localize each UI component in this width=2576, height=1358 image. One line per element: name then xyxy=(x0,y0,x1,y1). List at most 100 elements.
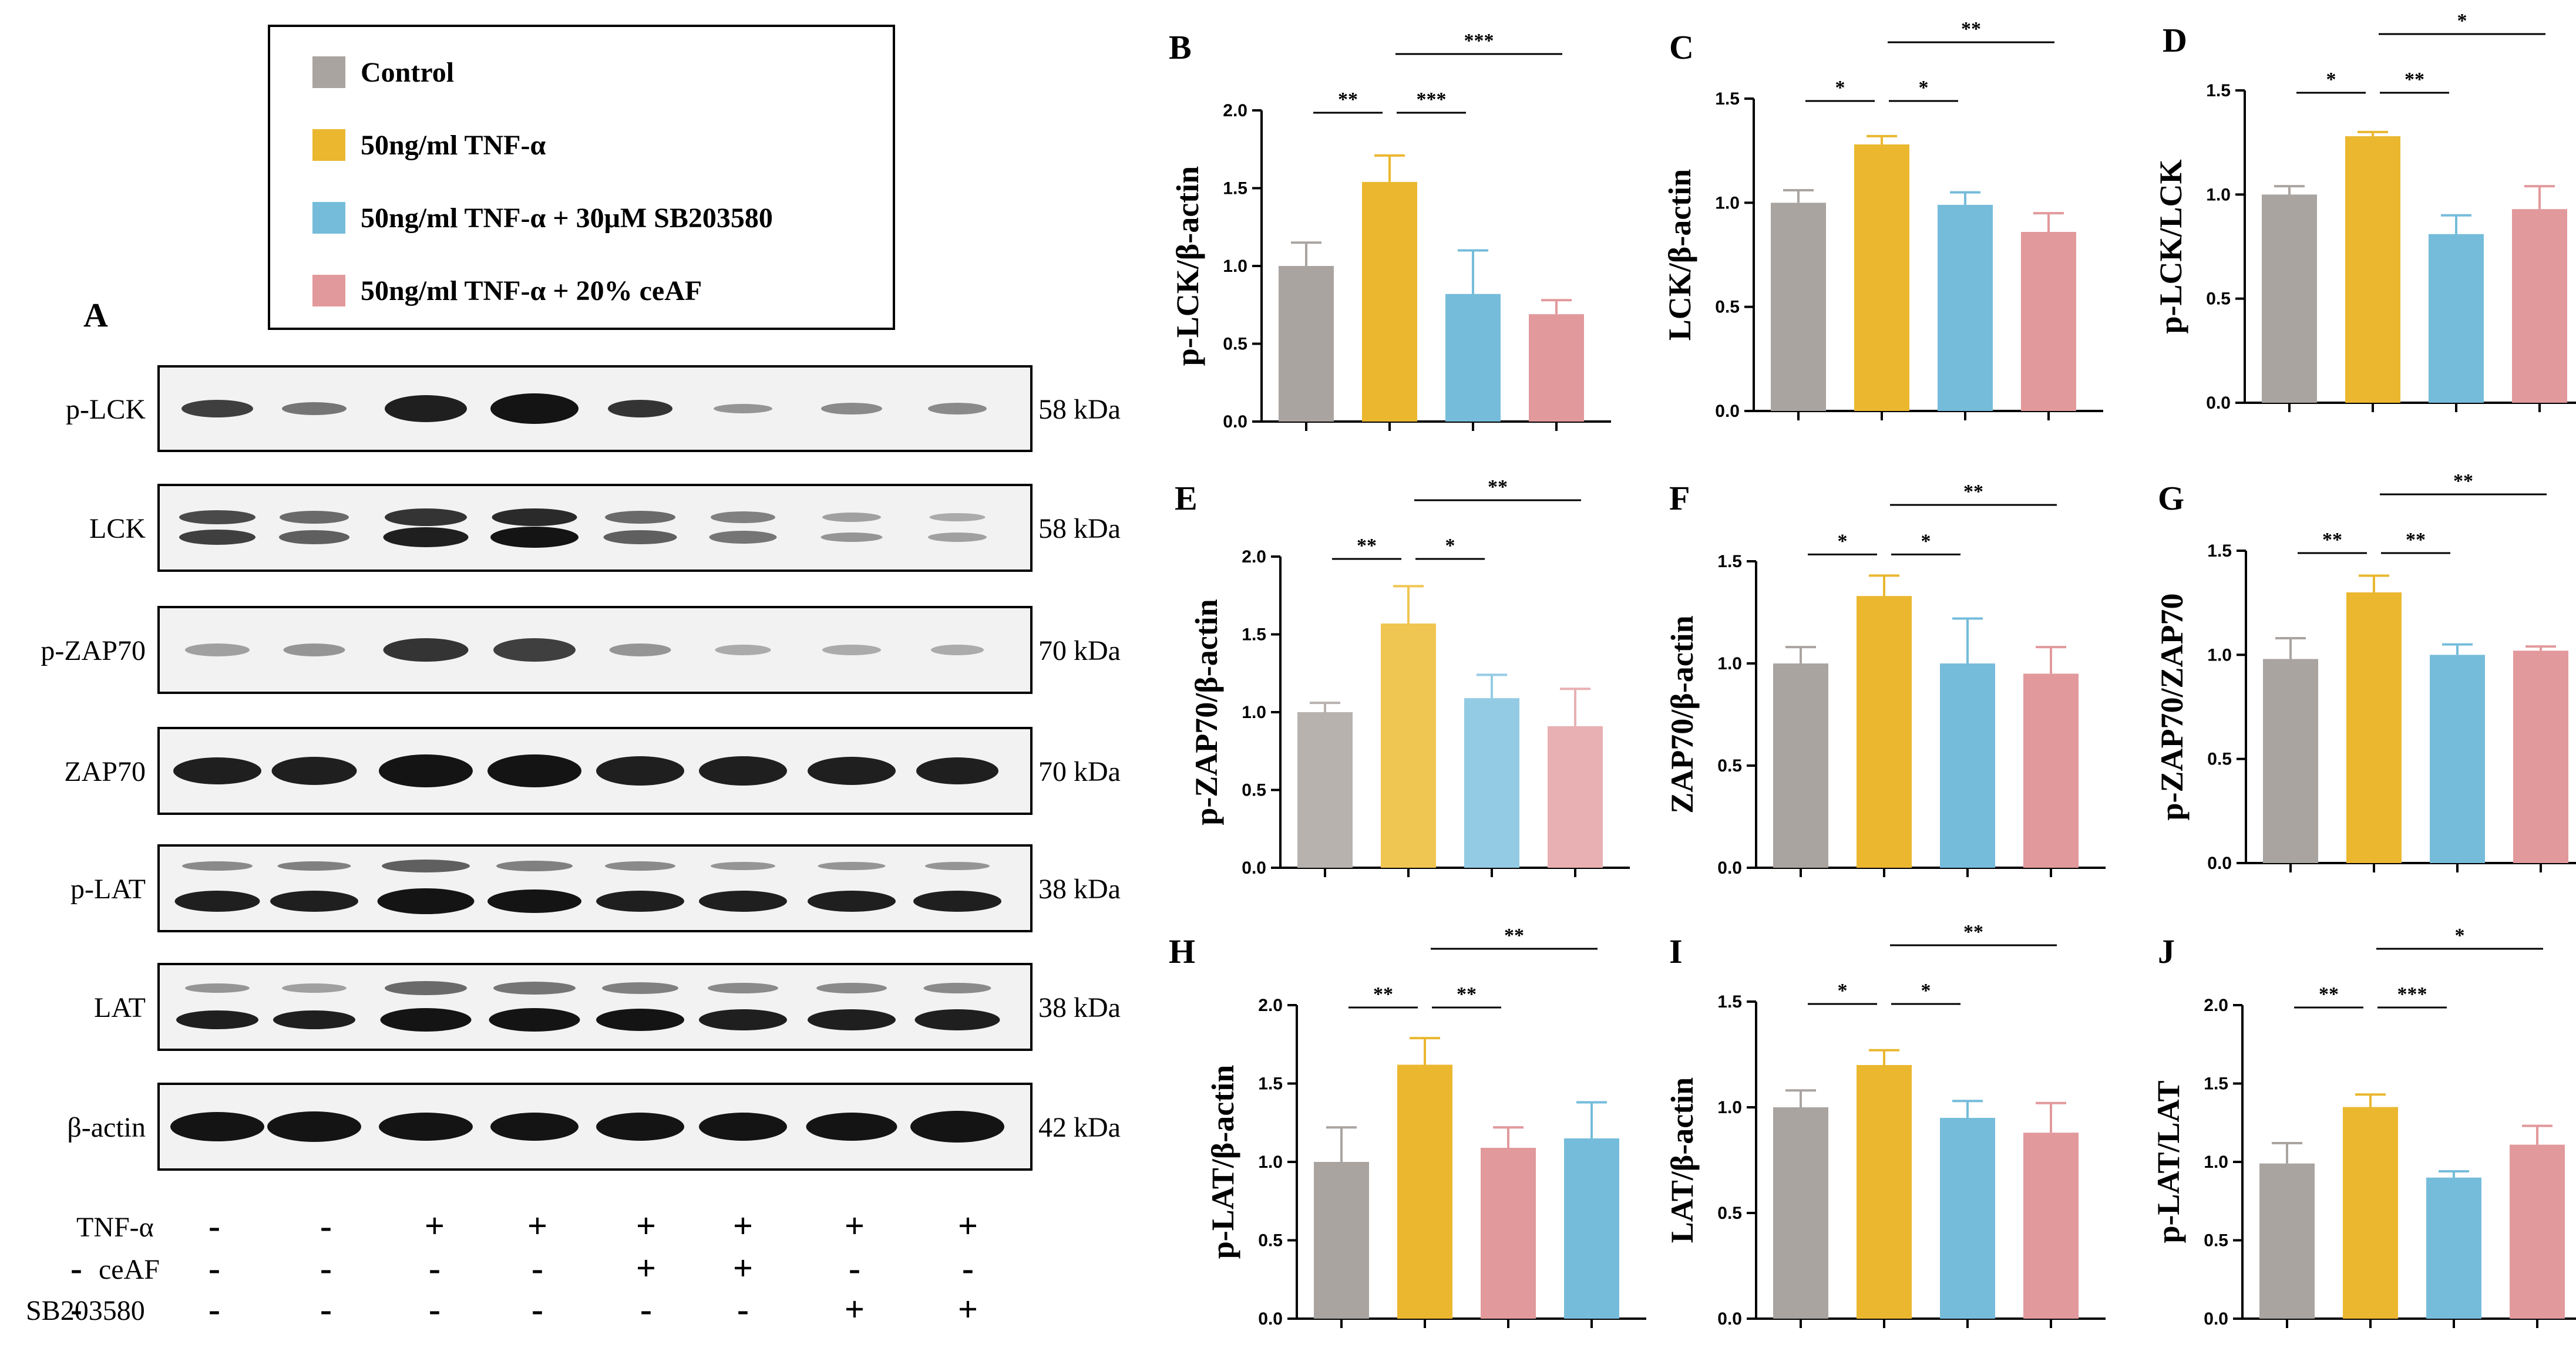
protein-band xyxy=(490,393,579,424)
protein-band xyxy=(822,645,881,655)
treatment-sign: - xyxy=(208,1207,220,1245)
bar xyxy=(1297,712,1353,868)
protein-band xyxy=(699,891,787,912)
legend: Control 50ng/ml TNF-α 50ng/ml TNF-α + 30μM… xyxy=(268,25,895,330)
y-tick-label: 0.5 xyxy=(1717,756,1742,776)
protein-band xyxy=(181,400,253,417)
treatment-sign: - xyxy=(737,1290,749,1329)
y-tick-label: 1.5 xyxy=(2207,541,2232,561)
y-axis-label: p-ZAP70/ZAP70 xyxy=(2154,593,2190,820)
significance-mark: *** xyxy=(2397,983,2427,1005)
protein-band xyxy=(174,891,260,912)
treatment-label: TNF-α xyxy=(76,1212,154,1243)
protein-band xyxy=(279,530,349,544)
panel-label: F xyxy=(1669,479,1690,517)
panel-label: D xyxy=(2163,21,2187,59)
blot-row-label: LAT xyxy=(94,992,146,1023)
protein-band xyxy=(605,861,675,871)
legend-label: 50ng/ml TNF-α + 30μM SB203580 xyxy=(361,203,773,234)
treatment-sign: - xyxy=(208,1290,220,1329)
blot-row-label: β-actin xyxy=(67,1112,146,1143)
protein-band xyxy=(380,1008,472,1032)
treatment-sign: + xyxy=(845,1207,865,1245)
significance-mark: ** xyxy=(2406,529,2426,551)
treatment-sign: - xyxy=(640,1290,652,1329)
bar xyxy=(1940,663,1995,868)
significance-mark: * xyxy=(1445,535,1455,557)
protein-band xyxy=(603,530,677,544)
panel-label: I xyxy=(1669,932,1683,971)
treatment-sign: - xyxy=(320,1290,332,1329)
treatment-sign: - xyxy=(208,1249,220,1288)
y-axis-label: LAT/β-actin xyxy=(1664,1077,1700,1243)
y-tick-label: 1.5 xyxy=(1223,179,1247,198)
protein-band xyxy=(383,527,469,547)
protein-band xyxy=(277,861,351,871)
protein-band xyxy=(714,404,772,413)
legend-swatch xyxy=(312,56,345,88)
protein-band xyxy=(273,1010,355,1029)
y-tick-label: 0.0 xyxy=(2207,854,2232,873)
treatment-sign: - xyxy=(532,1290,543,1329)
y-tick-label: 0.5 xyxy=(2207,750,2232,769)
bar xyxy=(2513,651,2568,863)
protein-band xyxy=(596,756,684,786)
chart-B: B0.00.51.01.52.0p-LCK/β-actin** ****** xyxy=(1169,28,1611,432)
blot-kda-label: 58 kDa xyxy=(1038,513,1121,544)
blot-row-label: p-LAT xyxy=(70,874,146,905)
protein-band xyxy=(179,530,255,545)
protein-band xyxy=(270,891,358,912)
treatment-sign: + xyxy=(636,1249,656,1288)
protein-band xyxy=(182,861,253,871)
y-tick-label: 1.0 xyxy=(1242,703,1266,722)
bar xyxy=(1940,1118,1995,1319)
protein-band xyxy=(602,982,678,994)
blot-strip xyxy=(157,844,1033,932)
treatment-sign: + xyxy=(958,1207,978,1245)
protein-band xyxy=(176,1010,258,1029)
blot-kda-label: 38 kDa xyxy=(1038,874,1121,905)
protein-band xyxy=(170,1112,264,1141)
treatment-sign: + xyxy=(527,1207,547,1245)
y-tick-label: 0.5 xyxy=(1223,335,1247,354)
legend-swatch xyxy=(312,202,345,234)
protein-band xyxy=(806,1113,897,1141)
panel-label: E xyxy=(1175,479,1198,517)
significance-mark: * xyxy=(1919,77,1929,99)
significance-mark: ** xyxy=(2453,470,2473,492)
significance-mark: ** xyxy=(2405,69,2424,90)
protein-band xyxy=(385,395,467,422)
protein-band xyxy=(382,860,470,872)
y-axis-label: LCK/β-actin xyxy=(1662,169,1697,341)
treatment-sign: + xyxy=(636,1207,656,1245)
y-axis-label: p-LCK/LCK xyxy=(2153,159,2188,333)
western-blot-panel: Ap-LCK 58 kDa LCK 58 kDa p-ZAP70 70 kDa ZAP70 7… xyxy=(26,296,1121,1329)
protein-band xyxy=(916,757,998,784)
y-tick-label: 0.0 xyxy=(1717,1309,1742,1329)
y-tick-label: 0.5 xyxy=(2206,289,2231,309)
protein-band xyxy=(282,402,347,415)
significance-mark: ** xyxy=(1338,89,1358,110)
bar xyxy=(1773,1107,1828,1319)
significance-mark: * xyxy=(2457,10,2467,32)
protein-band xyxy=(928,403,987,415)
panel-label: J xyxy=(2158,932,2175,971)
panel-label: H xyxy=(1169,932,1195,971)
protein-band xyxy=(699,1113,787,1141)
bar xyxy=(2343,1107,2398,1319)
treatment-sign: + xyxy=(958,1290,978,1329)
y-tick-label: 1.5 xyxy=(1717,992,1742,1012)
y-tick-label: 2.0 xyxy=(1242,547,1266,567)
significance-mark: *** xyxy=(1464,30,1494,52)
bar xyxy=(2430,655,2485,863)
y-tick-label: 1.0 xyxy=(1717,1098,1742,1117)
bar xyxy=(2512,209,2567,403)
significance-mark: * xyxy=(1921,980,1931,1002)
blot-kda-label: 42 kDa xyxy=(1038,1112,1121,1143)
bar xyxy=(2023,1133,2079,1319)
protein-band xyxy=(490,527,579,548)
protein-band xyxy=(487,754,581,787)
y-tick-label: 0.0 xyxy=(2206,393,2231,413)
